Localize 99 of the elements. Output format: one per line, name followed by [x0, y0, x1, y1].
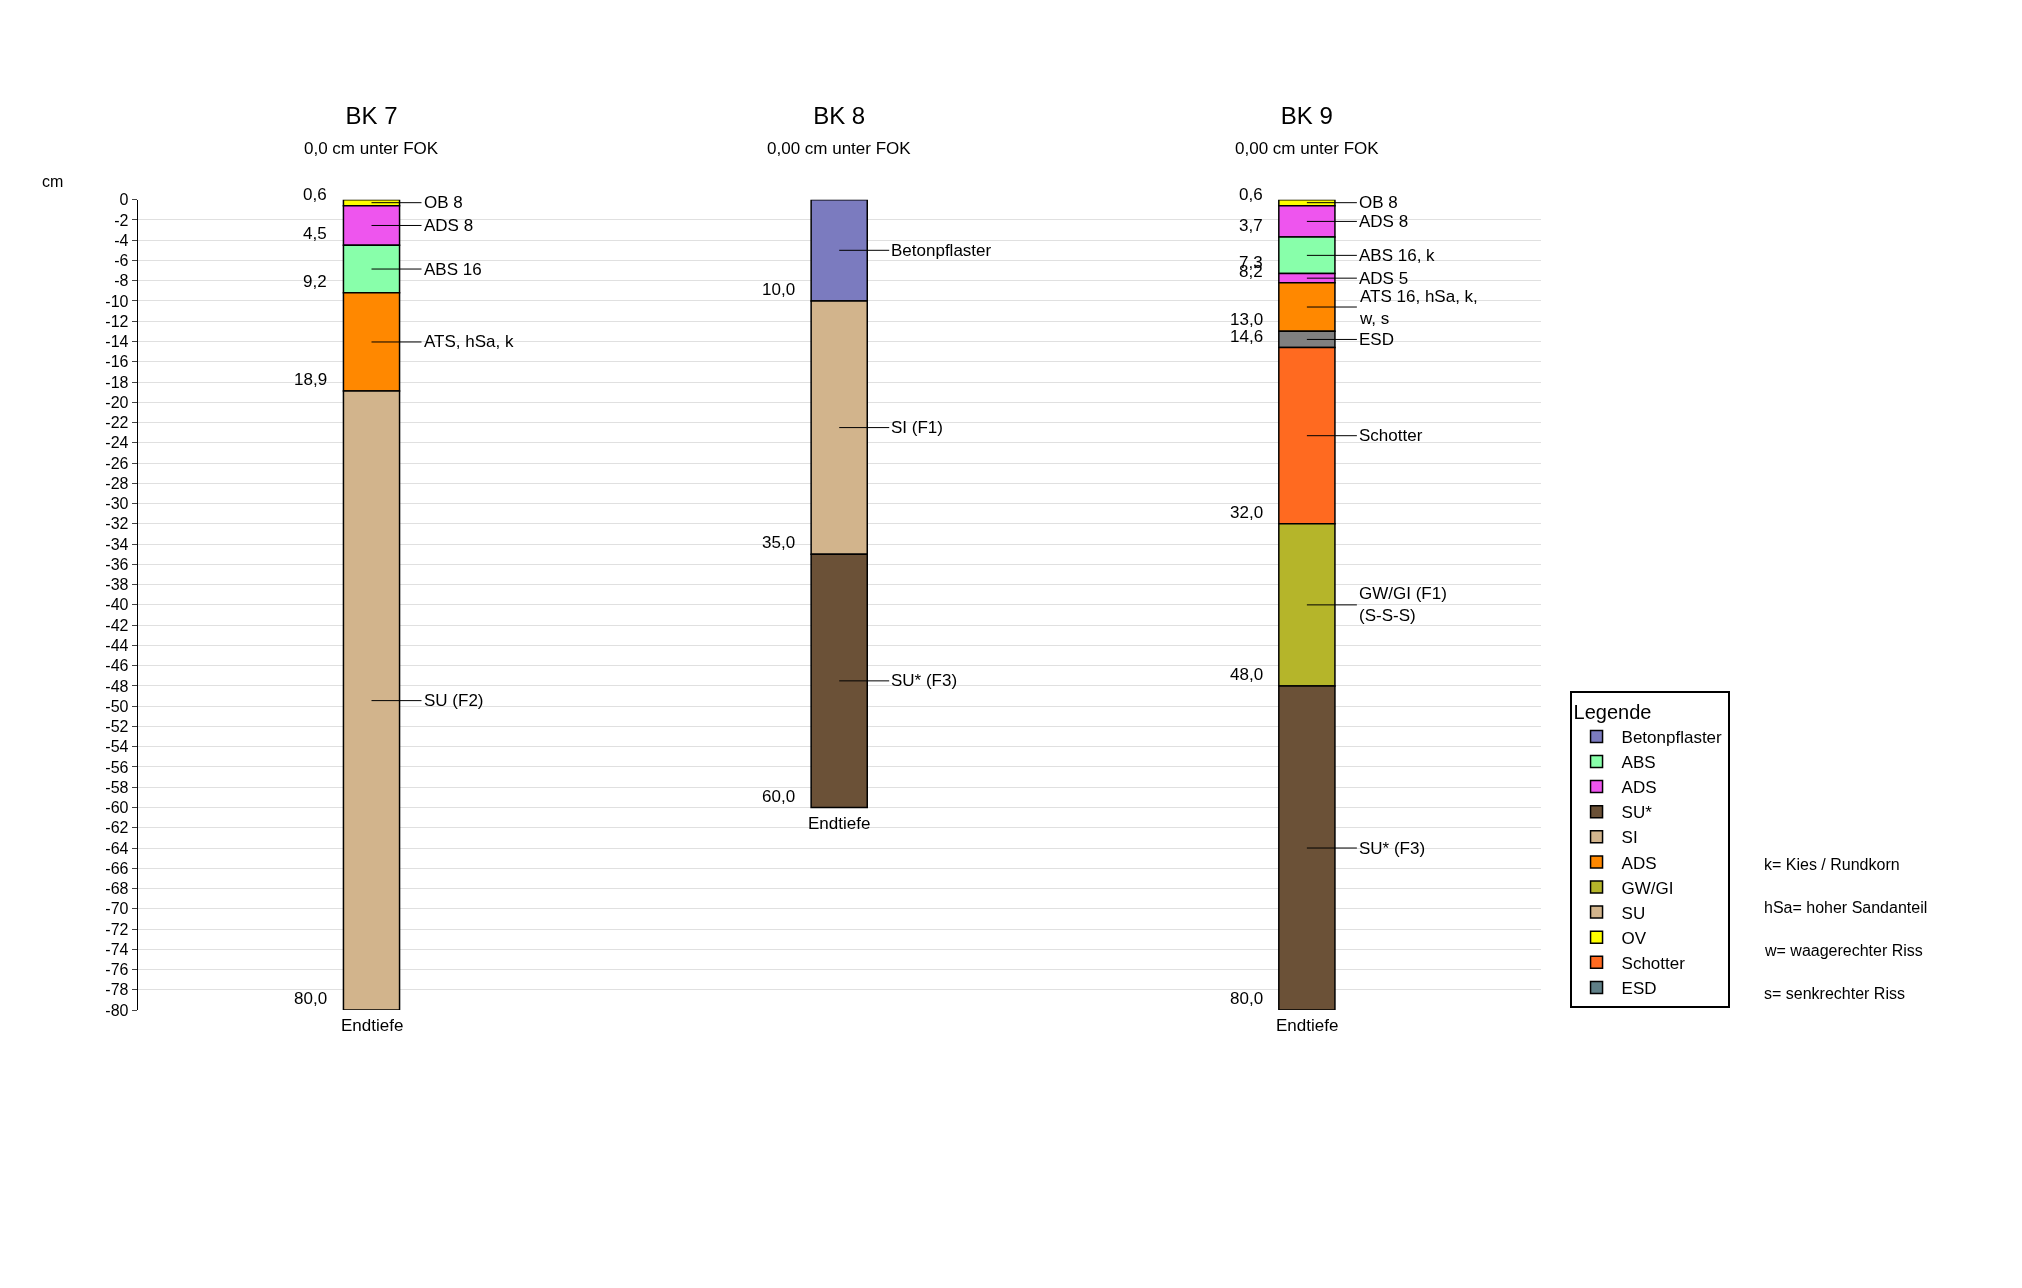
y-tick-label: -68	[105, 880, 129, 898]
y-tick-label: -76	[105, 961, 129, 979]
y-tick-label: -32	[105, 515, 129, 533]
data-label: ATS 16, hSa, k, w, s	[1359, 287, 1478, 329]
text: w= waagerechter Riss	[1764, 942, 1923, 959]
category-label: ADS	[1621, 853, 1657, 873]
data-label: ADS 8	[424, 216, 474, 235]
annotation: 0,6	[1239, 185, 1263, 204]
category-label: OV	[1621, 928, 1647, 948]
y-tick-label: -12	[105, 312, 129, 330]
y-tick-label: -58	[105, 778, 129, 796]
data-label: OB 8	[1359, 193, 1398, 212]
category-label: GW/GI	[1621, 878, 1674, 898]
text: hSa= hoher Sandanteil	[1764, 899, 1928, 916]
annotation: 4,5	[303, 224, 327, 243]
y-tick-label: -6	[114, 252, 129, 270]
text: s= senkrechter Riss	[1764, 985, 1905, 1002]
data-label: SU* (F3)	[1359, 839, 1426, 858]
y-axis-title: cm	[42, 173, 64, 190]
text: 0,00 cm unter FOK	[767, 139, 912, 158]
data-label: SI (F1)	[891, 418, 943, 437]
category-label: ADS	[1621, 778, 1657, 798]
legend-title: Legende	[1573, 700, 1652, 723]
data-label: GW/GI (F1) (S-S-S)	[1359, 584, 1447, 626]
annotation: Endtiefe	[808, 814, 871, 833]
x-tick-label: BK 7	[345, 101, 398, 129]
y-tick-label: -62	[105, 819, 129, 837]
y-tick-label: -10	[105, 292, 129, 310]
y-tick-label: -74	[105, 940, 129, 958]
y-tick-label: -42	[105, 616, 129, 634]
annotation: 18,9	[294, 370, 328, 389]
annotation: 80,0	[1230, 989, 1264, 1008]
annotation: 35,0	[762, 533, 796, 552]
y-tick-label: -8	[114, 272, 129, 290]
annotation: Endtiefe	[341, 1016, 404, 1035]
y-tick-label: 0	[119, 191, 129, 209]
data-label: ABS 16, k	[1359, 246, 1436, 265]
data-label: ATS, hSa, k	[424, 332, 514, 351]
y-tick-label: -64	[105, 839, 129, 857]
y-tick-label: -36	[105, 555, 129, 573]
y-tick-label: -28	[105, 474, 129, 492]
x-tick-label: BK 8	[813, 101, 866, 129]
annotation: 32,0	[1230, 503, 1264, 522]
annotation: 10,0	[762, 280, 796, 299]
y-tick-label: -48	[105, 677, 129, 695]
annotation: Endtiefe	[1276, 1016, 1339, 1035]
y-tick-label: -24	[105, 434, 129, 452]
annotation: 14,6	[1230, 327, 1264, 346]
y-tick-label: -66	[105, 859, 129, 877]
annotation: 80,0	[294, 989, 328, 1008]
annotation: 0,6	[303, 185, 327, 204]
x-tick-label: BK 9	[1280, 101, 1333, 129]
y-tick-label: -34	[105, 535, 129, 553]
y-tick-label: -46	[105, 657, 129, 675]
y-tick-label: -26	[105, 454, 129, 472]
y-tick-label: -80	[105, 1001, 129, 1019]
data-label: Betonpflaster	[891, 241, 992, 260]
data-label: ABS 16	[424, 260, 482, 279]
annotation: 3,7	[1239, 216, 1263, 235]
y-tick-label: -38	[105, 576, 129, 594]
data-label: Schotter	[1359, 426, 1423, 445]
y-tick-label: -4	[114, 231, 129, 249]
category-label: SI	[1621, 828, 1638, 848]
annotation: 60,0	[762, 787, 796, 806]
y-tick-label: -70	[105, 900, 129, 918]
y-tick-label: -78	[105, 981, 129, 999]
y-tick-label: -2	[114, 211, 129, 229]
y-tick-label: -50	[105, 697, 129, 715]
data-label: ESD	[1359, 330, 1394, 349]
y-tick-label: -60	[105, 799, 129, 817]
data-label: SU* (F3)	[891, 671, 958, 690]
data-label: ADS 8	[1359, 212, 1409, 231]
data-label: ADS 5	[1359, 269, 1409, 288]
text: 0,0 cm unter FOK	[304, 139, 439, 158]
y-tick-label: -40	[105, 596, 129, 614]
y-tick-label: -30	[105, 495, 129, 513]
annotation: 9,2	[303, 272, 327, 291]
data-label: SU (F2)	[424, 691, 484, 710]
y-tick-label: -20	[105, 393, 129, 411]
category-label: Schotter	[1621, 953, 1686, 973]
annotation: 13,0	[1230, 310, 1264, 329]
y-tick-label: -54	[105, 738, 129, 756]
text: k= Kies / Rundkorn	[1764, 856, 1900, 873]
category-label: SU*	[1621, 803, 1653, 823]
y-tick-label: -52	[105, 718, 129, 736]
text: 0,00 cm unter FOK	[1235, 139, 1380, 158]
y-tick-label: -16	[105, 353, 129, 371]
category-label: Betonpflaster	[1621, 728, 1723, 748]
category-label: ABS	[1621, 753, 1656, 773]
data-label: OB 8	[424, 193, 463, 212]
y-tick-label: -22	[105, 414, 129, 432]
annotation: 48,0	[1230, 665, 1264, 684]
y-tick-label: -56	[105, 758, 129, 776]
category-label: SU	[1621, 903, 1646, 923]
y-tick-label: -18	[105, 373, 129, 391]
y-tick-label: -14	[105, 333, 129, 351]
category-label: ESD	[1621, 979, 1657, 999]
y-tick-label: -44	[105, 637, 129, 654]
y-tick-label: -72	[105, 920, 129, 938]
